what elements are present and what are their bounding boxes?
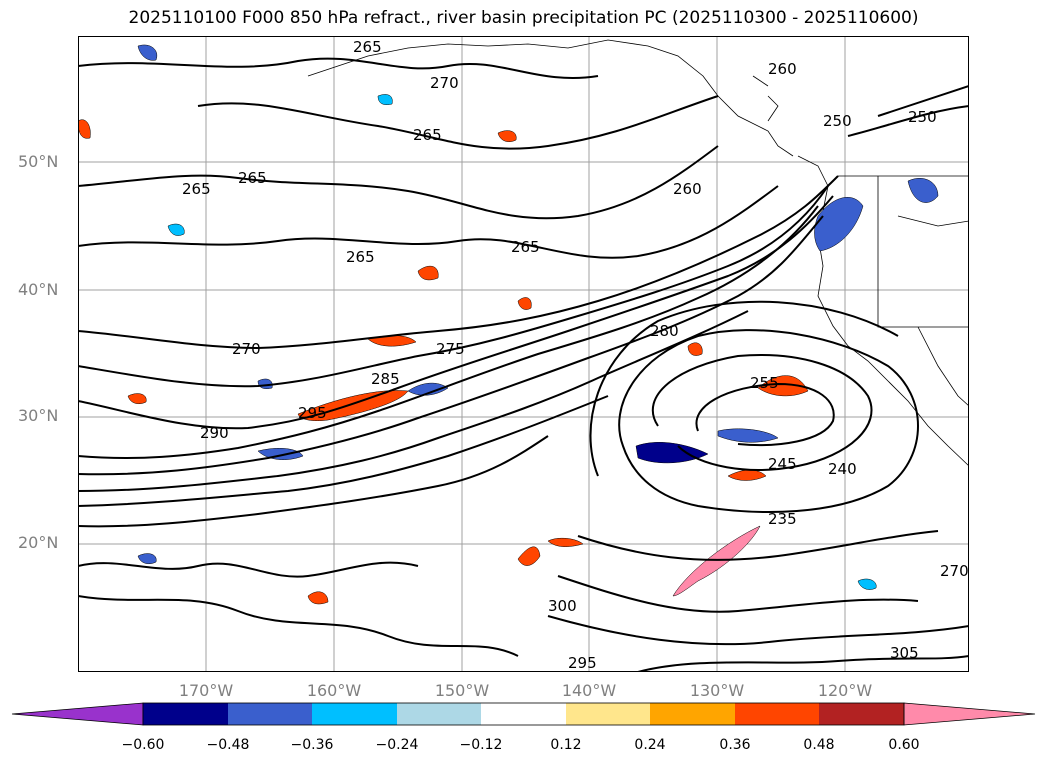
lat-label: 40°N [18, 280, 59, 299]
precip-shading [78, 44, 939, 605]
colorbar-bin [481, 703, 566, 725]
graticule [78, 36, 969, 672]
contour-label: 295 [568, 654, 597, 672]
lat-label: 30°N [18, 406, 59, 425]
contour-label: 300 [548, 597, 577, 615]
lon-label: 130°W [689, 681, 745, 700]
colorbar-bin [566, 703, 650, 725]
colorbar-tick: 0.60 [888, 737, 920, 753]
contour-label: 265 [413, 126, 442, 144]
coastlines [307, 39, 969, 467]
contour-label: 265 [511, 238, 540, 256]
contour-label: 260 [768, 60, 797, 78]
contour-label: 265 [182, 180, 211, 198]
contour-label: 270 [430, 74, 459, 92]
colorbar-bin [735, 703, 819, 725]
colorbar-extend-low [11, 702, 144, 726]
contour-label: 265 [353, 38, 382, 56]
contour-label: 265 [346, 248, 375, 266]
colorbar-tick: 0.12 [550, 737, 582, 753]
contour-label: 275 [436, 340, 465, 358]
colorbar-bin [819, 703, 904, 725]
plot-title: 2025110100 F000 850 hPa refract., river … [128, 8, 919, 28]
contour-label: 265 [238, 169, 267, 187]
contour-label: 295 [298, 404, 327, 422]
colorbar-tick: −0.60 [121, 737, 165, 753]
lon-label: 140°W [561, 681, 617, 700]
contour-label: 290 [200, 424, 229, 442]
contour-label: 280 [650, 322, 679, 340]
lat-label: 50°N [18, 152, 59, 171]
contour-label: 285 [371, 370, 400, 388]
colorbar-bin [650, 703, 735, 725]
lon-label: 150°W [434, 681, 490, 700]
contour-label: 305 [890, 644, 919, 662]
contour-label: 250 [823, 112, 852, 130]
colorbar-bin [228, 703, 312, 725]
colorbar-tick: −0.36 [290, 737, 334, 753]
colorbar-tick: −0.48 [206, 737, 250, 753]
colorbar [11, 702, 1036, 726]
colorbar-bin [143, 703, 228, 725]
lon-label: 120°W [817, 681, 873, 700]
map-panel: 265 270 265 265 265 265 260 265 270 275 … [78, 36, 969, 672]
contour-label: 240 [828, 460, 857, 478]
colorbar-bin [397, 703, 481, 725]
lat-label: 20°N [18, 533, 59, 552]
contour-labels: 265 270 265 265 265 265 260 265 270 275 … [182, 38, 969, 672]
contour-label: 260 [673, 180, 702, 198]
lon-label: 160°W [306, 681, 362, 700]
colorbar-tick: −0.24 [375, 737, 419, 753]
colorbar-bin [312, 703, 397, 725]
contour-label: 235 [768, 510, 797, 528]
refractivity-contours [78, 57, 969, 672]
colorbar-tick: −0.12 [459, 737, 503, 753]
contour-label: 270 [940, 562, 969, 580]
lon-label: 170°W [178, 681, 234, 700]
colorbar-tick: 0.48 [803, 737, 835, 753]
contour-label: 245 [768, 455, 797, 473]
contour-label: 270 [232, 340, 261, 358]
contour-label: 255 [750, 374, 779, 392]
colorbar-tick: 0.24 [634, 737, 666, 753]
contour-label: 250 [908, 108, 937, 126]
colorbar-extend-high [903, 702, 1036, 726]
colorbar-tick: 0.36 [719, 737, 751, 753]
